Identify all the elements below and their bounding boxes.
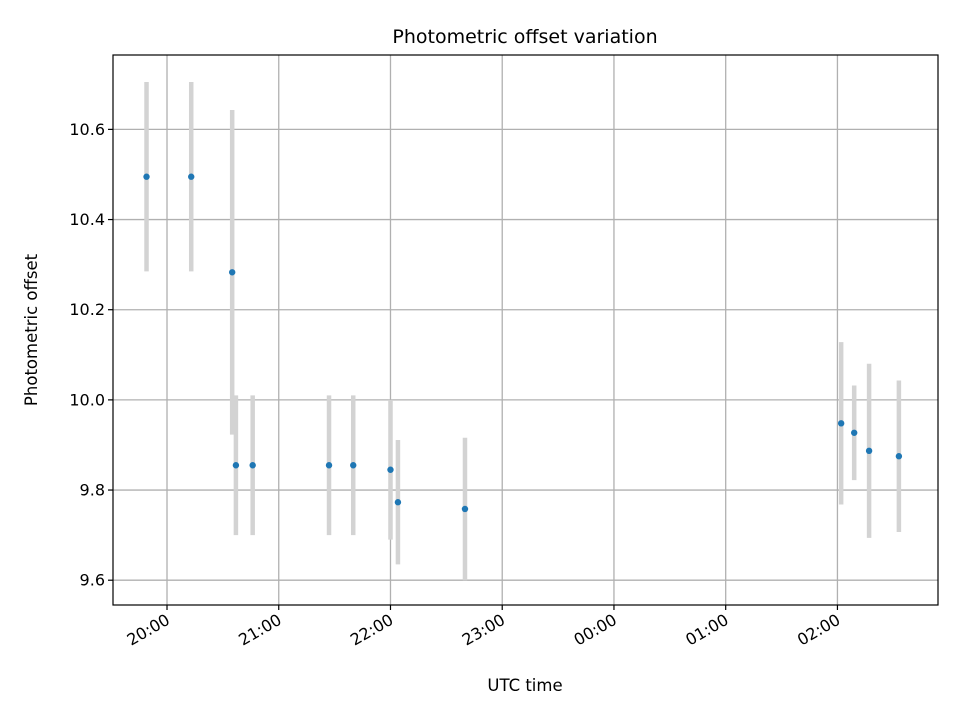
y-tick-label: 10.6 <box>69 120 105 139</box>
data-point <box>461 505 469 513</box>
y-tick-label: 9.6 <box>80 571 105 590</box>
data-point <box>850 429 858 436</box>
x-axis-label: UTC time <box>487 676 562 695</box>
data-point <box>143 173 150 180</box>
y-tick-label: 10.4 <box>69 210 105 229</box>
data-point <box>249 462 256 469</box>
data-point <box>228 269 236 276</box>
data-point <box>350 462 357 469</box>
grid-lines <box>113 55 938 605</box>
data-point <box>394 499 402 506</box>
data-point <box>895 453 903 460</box>
data-point <box>387 466 394 473</box>
plot-frame <box>112 54 939 606</box>
data-point <box>837 420 845 427</box>
data-point <box>325 462 333 469</box>
chart-title: Photometric offset variation <box>392 26 657 48</box>
data-series <box>143 82 903 581</box>
y-tick-label: 10.2 <box>69 300 105 319</box>
y-tick-label: 10.0 <box>69 390 105 409</box>
data-point <box>232 462 240 469</box>
data-point <box>188 173 195 180</box>
data-point <box>865 447 873 455</box>
y-tick-label: 9.8 <box>80 481 105 500</box>
y-axis-label: Photometric offset <box>22 253 41 406</box>
